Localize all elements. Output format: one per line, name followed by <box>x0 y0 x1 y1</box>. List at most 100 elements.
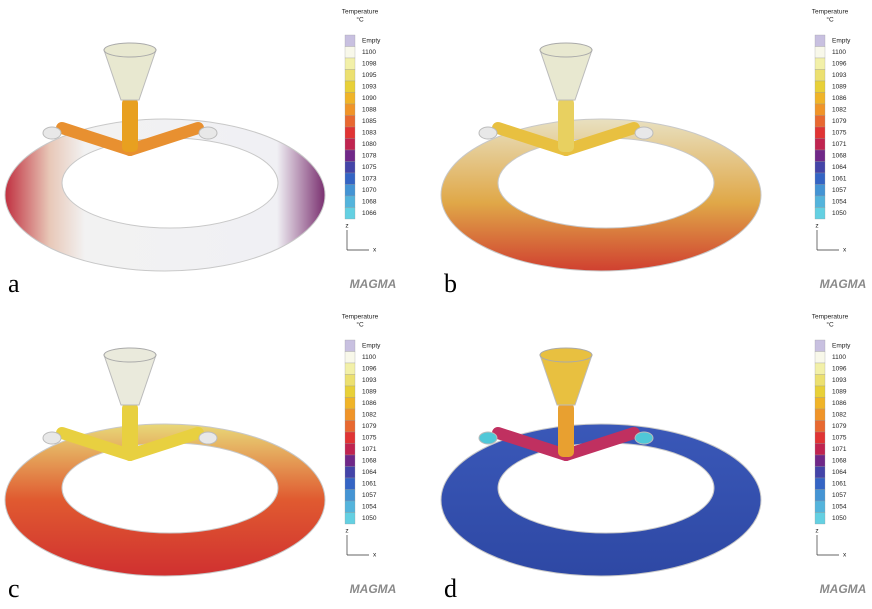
legend-swatch <box>815 139 825 151</box>
legend-swatch <box>345 70 355 82</box>
legend-swatch <box>815 173 825 185</box>
legend-label: 1079 <box>362 423 377 430</box>
legend-label: Empty <box>832 342 851 349</box>
legend-label: 1064 <box>832 164 847 171</box>
legend-label: 1050 <box>832 210 847 217</box>
legend-label: 1088 <box>362 106 377 113</box>
legend-label: 1068 <box>832 152 847 159</box>
legend-label: 1079 <box>832 423 847 430</box>
legend-label: 1100 <box>362 354 376 361</box>
legend-swatch <box>345 81 355 93</box>
figure: aTemperature°CEmpty110010981095109310901… <box>0 0 872 609</box>
legend-label: 1054 <box>832 198 847 205</box>
legend-swatch <box>815 409 825 421</box>
legend-label: 1078 <box>362 152 377 159</box>
panel-label: d <box>444 574 457 603</box>
legend-swatch <box>815 185 825 197</box>
legend-label: 1073 <box>362 175 377 182</box>
pouring-cup-top <box>104 348 156 362</box>
panel: cTemperature°CEmpty110010961093108910861… <box>5 314 396 603</box>
legend-label: 1082 <box>362 411 377 418</box>
riser <box>479 432 497 444</box>
legend-swatch <box>345 375 355 387</box>
legend-swatch <box>345 47 355 59</box>
legend-label: 1090 <box>362 95 377 102</box>
legend-swatch <box>345 455 355 467</box>
legend-label: 1096 <box>832 60 847 67</box>
legend-label: 1086 <box>832 95 847 102</box>
legend-label: 1068 <box>362 198 377 205</box>
legend-label: 1089 <box>832 388 847 395</box>
legend-swatch <box>815 444 825 456</box>
legend-title: Temperature <box>342 314 379 321</box>
legend-swatch <box>815 70 825 82</box>
legend-label: 1096 <box>832 365 847 372</box>
legend-swatch <box>815 501 825 513</box>
panel-label: c <box>8 574 20 603</box>
legend-swatch <box>815 398 825 410</box>
legend-swatch <box>345 501 355 513</box>
legend-label: 1098 <box>362 60 377 67</box>
legend-swatch <box>345 478 355 490</box>
legend-label: 1100 <box>832 354 846 361</box>
legend-swatch <box>815 35 825 47</box>
sprue <box>122 403 138 457</box>
legend-label: 1075 <box>362 434 377 441</box>
legend-swatch <box>815 467 825 479</box>
legend-swatch <box>815 455 825 467</box>
logo: MAGMA <box>350 582 397 596</box>
legend-swatch <box>815 478 825 490</box>
axis-label: z <box>815 223 818 230</box>
panel: bTemperature°CEmpty110010961093108910861… <box>441 9 866 298</box>
legend-swatch <box>345 127 355 139</box>
legend-swatch <box>815 81 825 93</box>
legend-label: 1071 <box>362 446 377 453</box>
axis-label: z <box>345 528 348 535</box>
legend-swatch <box>815 104 825 116</box>
legend-swatch <box>345 421 355 433</box>
legend-label: 1080 <box>362 141 377 148</box>
axis-label: x <box>373 552 377 559</box>
legend-swatch <box>345 116 355 128</box>
logo: MAGMA <box>350 277 397 291</box>
legend-label: 1054 <box>832 503 847 510</box>
legend-swatch <box>815 116 825 128</box>
legend-swatch <box>815 386 825 398</box>
legend-title: Temperature <box>812 9 849 16</box>
logo: MAGMA <box>820 582 867 596</box>
legend-unit: °C <box>356 16 364 24</box>
panel-label: a <box>8 269 20 298</box>
legend-swatch <box>815 432 825 444</box>
legend-swatch <box>815 352 825 364</box>
pouring-cup-top <box>540 43 592 57</box>
legend-label: 1061 <box>832 175 847 182</box>
legend-swatch <box>815 162 825 174</box>
riser <box>43 432 61 444</box>
legend-unit: °C <box>826 321 834 329</box>
legend-swatch <box>815 93 825 105</box>
legend-label: 1064 <box>362 469 377 476</box>
legend-swatch <box>345 409 355 421</box>
pouring-cup-top <box>104 43 156 57</box>
legend-label: 1082 <box>832 106 847 113</box>
legend-swatch <box>345 208 355 220</box>
sprue <box>122 98 138 152</box>
legend-swatch <box>815 58 825 70</box>
legend-swatch <box>345 93 355 105</box>
riser <box>43 127 61 139</box>
legend-swatch <box>345 196 355 208</box>
legend-label: 1079 <box>832 118 847 125</box>
legend-label: 1061 <box>362 480 377 487</box>
legend-label: Empty <box>832 37 851 44</box>
legend-unit: °C <box>826 16 834 24</box>
legend-label: 1057 <box>832 187 847 194</box>
legend-label: Empty <box>362 342 381 349</box>
sprue <box>558 403 574 457</box>
legend-swatch <box>345 139 355 151</box>
legend-title: Temperature <box>812 314 849 321</box>
legend-label: 1068 <box>832 457 847 464</box>
panel: aTemperature°CEmpty110010981095109310901… <box>5 9 396 298</box>
axis-label: x <box>373 247 377 254</box>
legend-label: 1064 <box>832 469 847 476</box>
legend-swatch <box>815 127 825 139</box>
